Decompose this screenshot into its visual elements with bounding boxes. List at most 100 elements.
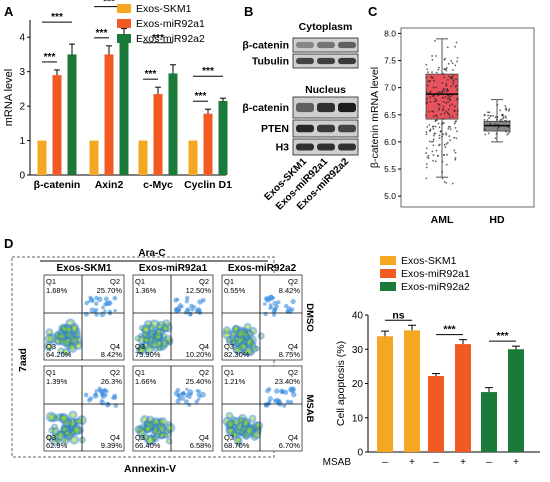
data-point xyxy=(499,109,502,112)
data-point xyxy=(443,180,446,183)
msab-sign: – xyxy=(382,457,388,468)
data-point xyxy=(441,171,444,173)
data-point xyxy=(451,182,454,185)
data-point xyxy=(426,156,429,159)
data-point xyxy=(438,134,441,137)
density-point xyxy=(104,393,108,397)
blot-row-label: β-catenin xyxy=(242,102,289,114)
y-axis-label: Cell apoptosis (%) xyxy=(335,341,347,426)
flow-row-label: MSAB xyxy=(304,395,315,423)
density-point xyxy=(70,424,83,437)
legend-label: Exos-SKM1 xyxy=(401,255,457,267)
quadrant-value: 8.42% xyxy=(279,286,301,295)
bar xyxy=(481,392,497,452)
data-point xyxy=(435,86,438,89)
quadrant-name: Q4 xyxy=(199,433,209,442)
data-point xyxy=(444,93,447,96)
legend-swatch xyxy=(380,256,396,265)
blot-band xyxy=(317,124,335,133)
data-point xyxy=(442,105,445,108)
msab-sign: + xyxy=(409,457,415,468)
blot-band xyxy=(317,143,335,151)
density-point xyxy=(158,430,167,439)
density-point xyxy=(74,417,83,426)
density-point xyxy=(179,395,186,401)
quadrant-value: 25.40% xyxy=(186,377,212,386)
density-point xyxy=(59,425,69,434)
x-axis-label: MSAB xyxy=(323,457,352,468)
density-point xyxy=(262,302,267,306)
data-point xyxy=(425,177,428,180)
data-point xyxy=(442,72,445,75)
data-point xyxy=(435,71,438,74)
density-point xyxy=(185,387,189,391)
data-point xyxy=(444,96,447,99)
data-point xyxy=(455,137,458,140)
bar xyxy=(138,140,148,175)
panel-d-apoptosis-bar-chart: 0 10 20 30 40 Cell apoptosis (%) – + ns – + *** – + **… xyxy=(323,255,540,468)
density-point xyxy=(104,401,111,408)
data-point xyxy=(484,114,486,117)
y-tick-label: 30 xyxy=(352,345,364,356)
density-point xyxy=(58,412,71,425)
data-point xyxy=(452,81,455,84)
density-point xyxy=(141,433,150,442)
data-point xyxy=(505,117,507,119)
data-point xyxy=(507,126,510,129)
data-point xyxy=(442,108,445,110)
data-point xyxy=(426,91,428,93)
data-point xyxy=(432,144,435,147)
density-point xyxy=(263,311,268,317)
data-point xyxy=(451,76,453,78)
data-point xyxy=(449,116,451,119)
quadrant-value: 1.36% xyxy=(135,286,157,295)
quadrant-name: Q1 xyxy=(46,368,56,377)
data-point xyxy=(439,130,442,133)
data-point xyxy=(428,123,431,126)
flow-column-label: Exos-miR92a1 xyxy=(139,263,208,274)
density-point xyxy=(267,396,273,402)
flow-x-axis-label: Annexin-V xyxy=(124,463,176,475)
data-point xyxy=(449,99,451,101)
density-point xyxy=(288,399,294,405)
density-point xyxy=(197,389,201,394)
data-point xyxy=(446,88,449,91)
data-point xyxy=(425,114,427,117)
density-point xyxy=(198,395,202,399)
msab-sign: + xyxy=(513,457,519,468)
y-tick-label: 3 xyxy=(19,67,25,78)
density-point xyxy=(251,429,262,440)
data-point xyxy=(441,96,444,99)
density-point xyxy=(88,396,94,401)
data-point xyxy=(441,135,443,138)
density-point xyxy=(93,392,98,397)
data-point xyxy=(426,68,429,71)
density-point xyxy=(104,301,110,306)
y-tick-label: 10 xyxy=(352,413,364,424)
data-point xyxy=(433,134,435,137)
data-point xyxy=(433,97,436,100)
data-point xyxy=(445,142,448,145)
density-point xyxy=(173,297,179,303)
density-point xyxy=(267,387,272,392)
data-point xyxy=(496,128,499,131)
density-point xyxy=(94,312,99,317)
density-point xyxy=(157,416,168,427)
data-point xyxy=(489,115,492,117)
quadrant-value: 26.3% xyxy=(101,377,123,386)
bar xyxy=(188,140,198,175)
data-point xyxy=(436,119,438,122)
data-point xyxy=(450,85,453,88)
quadrant-name: Q3 xyxy=(135,342,145,351)
blot-band xyxy=(317,57,335,65)
data-point xyxy=(447,127,450,130)
data-point xyxy=(453,109,456,112)
data-point xyxy=(438,137,441,139)
msab-sign: – xyxy=(433,457,439,468)
legend-label: Exos-miR92a1 xyxy=(401,268,470,280)
data-point xyxy=(442,87,445,90)
data-point xyxy=(444,146,447,148)
y-tick-label: 40 xyxy=(352,311,364,322)
msab-sign: + xyxy=(460,457,466,468)
data-point xyxy=(451,62,454,65)
